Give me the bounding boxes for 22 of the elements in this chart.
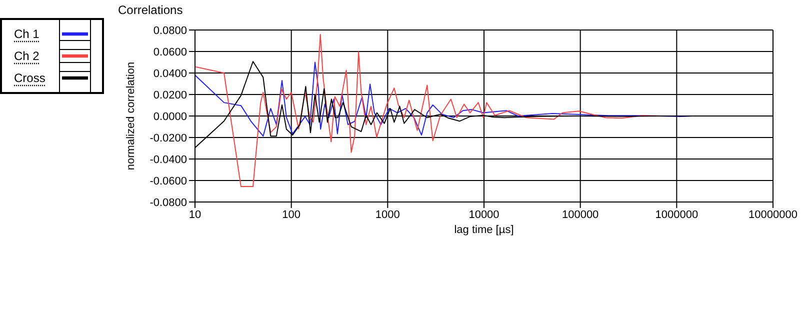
y-tick-label: 0.0400 (153, 68, 187, 80)
y-tick-label: 0.0800 (153, 24, 187, 37)
y-axis-title: normalized correlation (124, 62, 137, 170)
x-tick-label: 10000 (468, 208, 500, 221)
y-tick-label: -0.0200 (150, 132, 187, 144)
legend-label: Ch 1 (14, 27, 40, 41)
y-tick-label: -0.0800 (150, 196, 187, 209)
chart-title: Correlations (118, 3, 183, 17)
x-axis-title: lag time [µs] (454, 224, 514, 236)
legend-label: Ch 2 (14, 49, 40, 63)
x-tick-label: 1000000 (655, 208, 698, 221)
x-tick-label: 100 (282, 208, 301, 221)
y-tick-label: 0.0600 (153, 46, 187, 58)
x-tick-label: 10000000 (748, 208, 798, 221)
y-tick-label: -0.0600 (150, 175, 187, 188)
y-tick-label: 0.0200 (153, 89, 187, 102)
legend-label: Cross (14, 71, 46, 85)
x-tick-label: 10 (188, 208, 202, 221)
y-tick-label: -0.0400 (150, 154, 187, 166)
y-tick-label: 0.0000 (153, 110, 187, 123)
x-tick-label: 1000 (375, 208, 400, 221)
x-tick-label: 100000 (562, 208, 599, 221)
